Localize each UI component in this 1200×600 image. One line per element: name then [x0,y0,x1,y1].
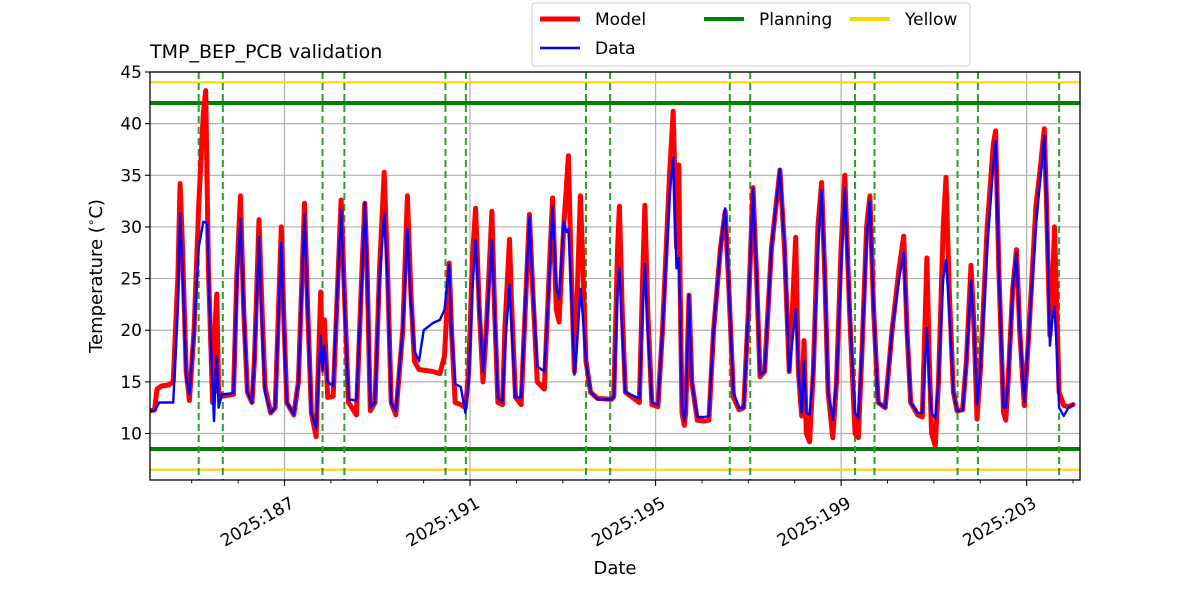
series [150,88,1076,449]
legend-label-data: Data [595,39,636,59]
y-tick-label: 35 [120,166,142,186]
x-axis-label: Date [593,558,636,579]
model-series-line [150,88,1076,449]
x-tick-label: 2025:191 [403,493,484,551]
y-tick-label: 40 [120,115,142,135]
legend-label-planning: Planning [759,10,832,30]
x-tick-label: 2025:199 [774,493,855,551]
legend-label-model: Model [595,10,646,30]
x-axis: 2025:187 2025:191 2025:195 2025:199 2025:203 [191,480,1074,551]
y-tick-label: 15 [120,373,142,393]
limit-lines [150,81,1080,471]
y-axis-label-start: Temperature ( [86,226,107,354]
y-axis-label: Temperature (∘C) [84,199,107,354]
y-tick-label: 10 [120,425,142,445]
x-tick-label: 2025:187 [217,493,298,551]
y-tick-label: 45 [120,63,142,83]
legend: Model Planning Yellow Data [531,2,971,67]
x-tick-label: 2025:203 [960,493,1041,551]
y-tick-label: 30 [120,218,142,238]
y-axis-label-end: C) [86,199,107,219]
y-tick-label: 25 [120,270,142,290]
y-tick-label: 20 [120,321,142,341]
x-tick-label: 2025:195 [588,493,669,551]
grid [150,71,1080,480]
degree-sign: ∘ [84,219,98,227]
chart-title: TMP_BEP_PCB validation [149,41,382,63]
y-axis: 10 15 20 25 30 35 40 45 [120,63,150,445]
legend-label-yellow: Yellow [904,10,957,30]
data-series-line [150,134,1075,430]
plot-frame [149,71,1081,481]
